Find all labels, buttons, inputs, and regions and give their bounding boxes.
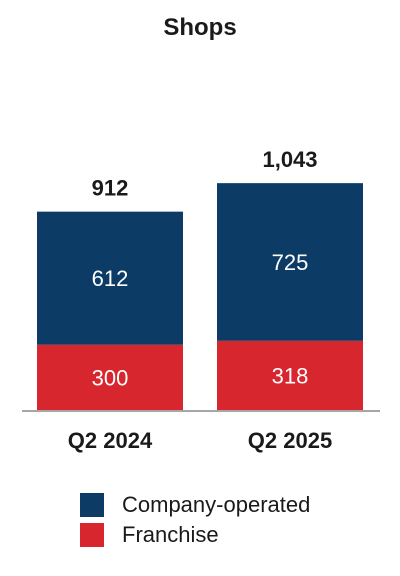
legend-swatch-franchise — [80, 523, 104, 547]
bar-franchise-q2-2024 — [37, 344, 183, 410]
bar-franchise-q2-2025 — [217, 340, 363, 410]
legend-item-company-operated: Company-operated — [80, 490, 310, 520]
data-label-company-operated-q2-2024: 612 — [92, 266, 129, 291]
legend: Company-operated Franchise — [80, 490, 310, 550]
data-label-company-operated-q2-2025: 725 — [272, 250, 309, 275]
legend-label-franchise: Franchise — [122, 522, 219, 547]
bar-company-operated-q2-2025 — [217, 183, 363, 341]
x-tick-label-q2-2025: Q2 2025 — [248, 428, 332, 453]
chart-title: Shops — [163, 14, 237, 41]
legend-swatch-company-operated — [80, 493, 104, 517]
x-tick-label-q2-2024: Q2 2024 — [68, 428, 153, 453]
total-label-q2-2024: 912 — [92, 176, 129, 201]
legend-label-company-operated: Company-operated — [122, 492, 311, 517]
data-label-franchise-q2-2025: 318 — [272, 363, 309, 388]
total-label-q2-2025: 1,043 — [262, 147, 317, 172]
chart-plot: 300 612 912 Q2 2024 318 725 1,043 Q2 2025 — [22, 147, 380, 453]
legend-item-franchise: Franchise — [80, 520, 310, 550]
bar-company-operated-q2-2024 — [37, 211, 183, 345]
data-label-franchise-q2-2024: 300 — [92, 365, 129, 390]
